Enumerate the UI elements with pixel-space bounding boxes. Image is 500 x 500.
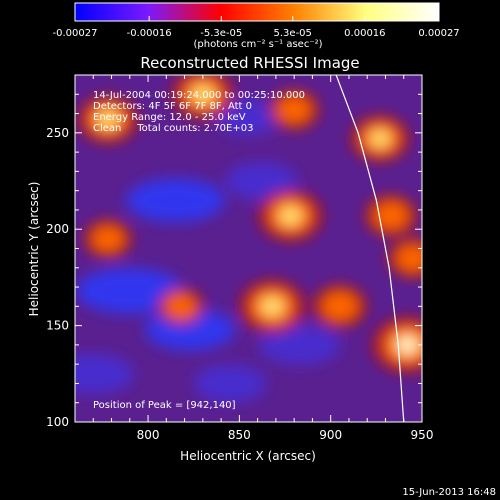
colorbar-tick-label: 0.00027	[418, 28, 459, 39]
hot-spot-core	[97, 110, 119, 129]
intensity-map	[75, 75, 422, 403]
hot-spot-core	[191, 84, 215, 104]
colorbar-tick-label: -0.00027	[53, 28, 98, 39]
plot-title: Reconstructed RHESSI Image	[140, 54, 359, 72]
axis-ticks: 800 850 900 950 100 150 200 250	[46, 75, 433, 442]
x-tick-label: 900	[319, 428, 342, 442]
x-tick-label: 950	[411, 428, 434, 442]
cold-spot	[76, 267, 184, 314]
cold-spot	[194, 364, 267, 403]
image-area	[75, 75, 422, 422]
cold-spot	[126, 178, 225, 223]
hot-spot-core	[278, 205, 303, 226]
peak-core	[401, 339, 414, 351]
colorbar-tick-label: 5.3e-05	[274, 28, 312, 39]
y-tick-label: 150	[46, 319, 69, 333]
x-axis-label: Heliocentric X (arcsec)	[180, 449, 316, 463]
colorbar-tick-label: 0.00016	[344, 28, 385, 39]
y-axis-label: Heliocentric Y (arcsec)	[27, 182, 41, 317]
hot-spot-mid	[373, 201, 409, 231]
x-tick-label: 850	[228, 428, 251, 442]
hot-spot-mid	[165, 293, 197, 320]
y-tick-label: 250	[46, 126, 69, 140]
info-time-range: 14-Jul-2004 00:19:24.000 to 00:25:10.000	[93, 90, 305, 101]
hot-spot-mid	[91, 225, 125, 253]
colorbar-tick-label: -0.00016	[127, 28, 172, 39]
hot-spot-mid	[277, 95, 312, 124]
hot-spot-mid	[395, 244, 422, 273]
colorbar-frame	[74, 2, 440, 22]
cold-spot	[216, 99, 281, 136]
info-total-counts: Clean Total counts: 2.70E+03	[93, 123, 253, 134]
hot-spot-core	[260, 296, 285, 317]
colorbar-tick-label: -5.3e-05	[200, 28, 242, 39]
colorbar-units: (photons cm⁻² s⁻¹ asec⁻²)	[193, 39, 322, 50]
y-tick-label: 100	[46, 415, 69, 429]
info-energy-range: Energy Range: 12.0 - 25.0 keV	[93, 112, 246, 123]
hot-spot-core	[369, 129, 391, 148]
solar-limb	[335, 75, 405, 422]
colorbar	[75, 3, 439, 21]
cold-spot	[225, 162, 298, 201]
cold-spot	[259, 324, 341, 365]
peak-position-label: Position of Peak = [942,140]	[93, 400, 236, 411]
colorbar-ticks: -0.00027 -0.00016 -5.3e-05 5.3e-05 0.00016 0.…	[53, 16, 460, 39]
hot-spot-mid	[321, 291, 359, 322]
info-detectors: Detectors: 4F 5F 6F 7F 8F, Att 0	[93, 101, 252, 112]
y-tick-label: 200	[46, 222, 69, 236]
x-tick-label: 800	[137, 428, 160, 442]
footer-timestamp: 15-Jun-2013 16:48	[402, 487, 496, 498]
cold-spot	[75, 353, 134, 394]
